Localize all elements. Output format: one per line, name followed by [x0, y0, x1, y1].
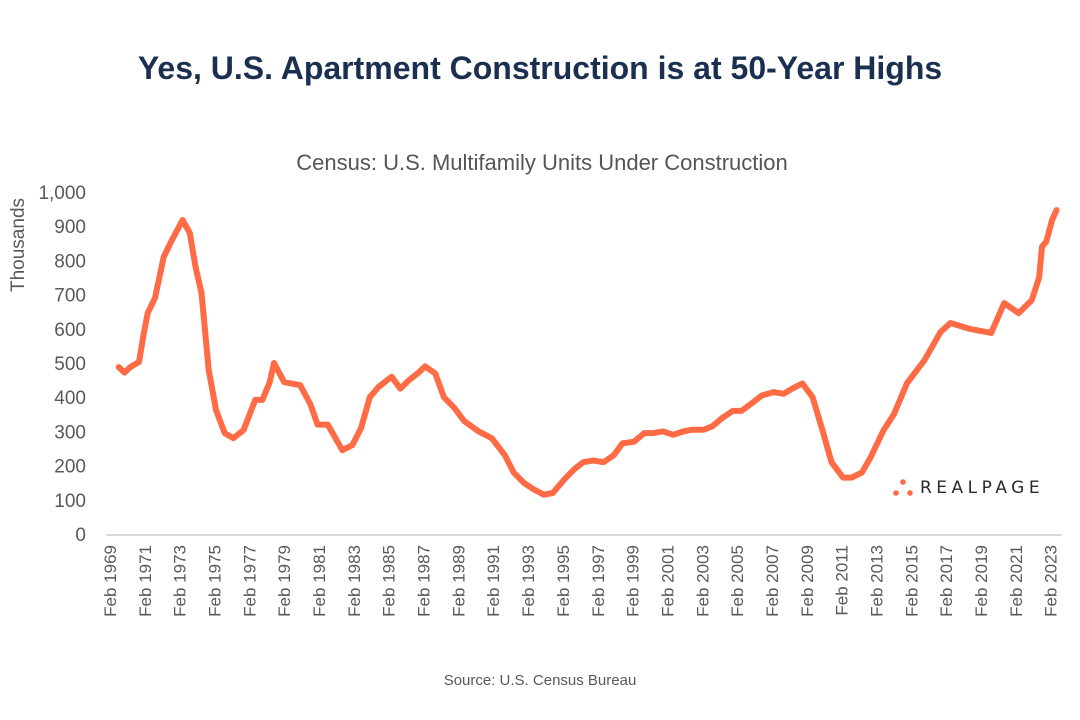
- x-tick-label: Feb 2023: [1042, 545, 1061, 617]
- x-tick-label: Feb 1983: [345, 545, 364, 617]
- x-tick-label: Feb 2019: [972, 545, 991, 617]
- x-tick-label: Feb 1969: [101, 545, 120, 617]
- x-tick-label: Feb 1985: [380, 545, 399, 617]
- x-tick-label: Feb 2001: [658, 545, 677, 617]
- x-tick-label: Feb 1987: [415, 545, 434, 617]
- y-tick-label: 300: [54, 422, 86, 443]
- x-tick-label: Feb 1995: [554, 545, 573, 617]
- x-tick-label: Feb 2009: [798, 545, 817, 617]
- x-tick-label: Feb 2021: [1007, 545, 1026, 617]
- series-line: [115, 207, 1060, 498]
- x-tick-label: Feb 2011: [833, 545, 852, 616]
- x-tick-label: Feb 1997: [589, 545, 608, 617]
- y-tick-label: 600: [54, 320, 86, 341]
- x-tick-label: Feb 2005: [728, 545, 747, 617]
- y-axis-label: Thousands: [8, 198, 29, 292]
- x-tick-label: Feb 2007: [763, 545, 782, 617]
- x-tick-label: Feb 2013: [867, 545, 886, 617]
- y-tick-label: 100: [54, 491, 86, 512]
- y-tick-label: 400: [54, 388, 86, 409]
- x-tick-label: Feb 1989: [449, 545, 468, 617]
- x-tick-label: Feb 2003: [693, 545, 712, 617]
- x-tick-label: Feb 1991: [484, 545, 503, 617]
- realpage-logo: REALPAGE: [892, 478, 1044, 498]
- logo-dots-icon: [893, 479, 913, 496]
- y-tick-label: 700: [54, 286, 86, 307]
- x-tick-label: Feb 1971: [136, 545, 155, 617]
- y-tick-label: 800: [54, 251, 86, 272]
- page-title: Yes, U.S. Apartment Construction is at 5…: [137, 50, 943, 86]
- source-note: Source: U.S. Census Bureau: [443, 672, 637, 689]
- x-tick-label: Feb 2017: [937, 545, 956, 617]
- y-tick-label: 500: [54, 354, 86, 375]
- x-tick-label: Feb 1979: [275, 545, 294, 617]
- x-tick-label: Feb 1981: [310, 545, 329, 617]
- x-tick-label: Feb 1977: [240, 545, 259, 617]
- x-tick-label: Feb 1973: [171, 545, 190, 617]
- x-tick-label: Feb 1993: [519, 545, 538, 617]
- logo-text: REALPAGE: [920, 478, 1045, 498]
- y-tick-label: 900: [54, 217, 86, 238]
- chart-title: Census: U.S. Multifamily Units Under Con…: [296, 150, 788, 175]
- x-tick-label: Feb 1975: [206, 545, 225, 617]
- x-tick-label: Feb 2015: [902, 545, 921, 617]
- x-tick-label: Feb 1999: [624, 545, 643, 617]
- y-tick-label: 1,000: [38, 183, 86, 204]
- y-tick-label: 200: [54, 457, 86, 478]
- y-tick-label: 0: [75, 525, 86, 546]
